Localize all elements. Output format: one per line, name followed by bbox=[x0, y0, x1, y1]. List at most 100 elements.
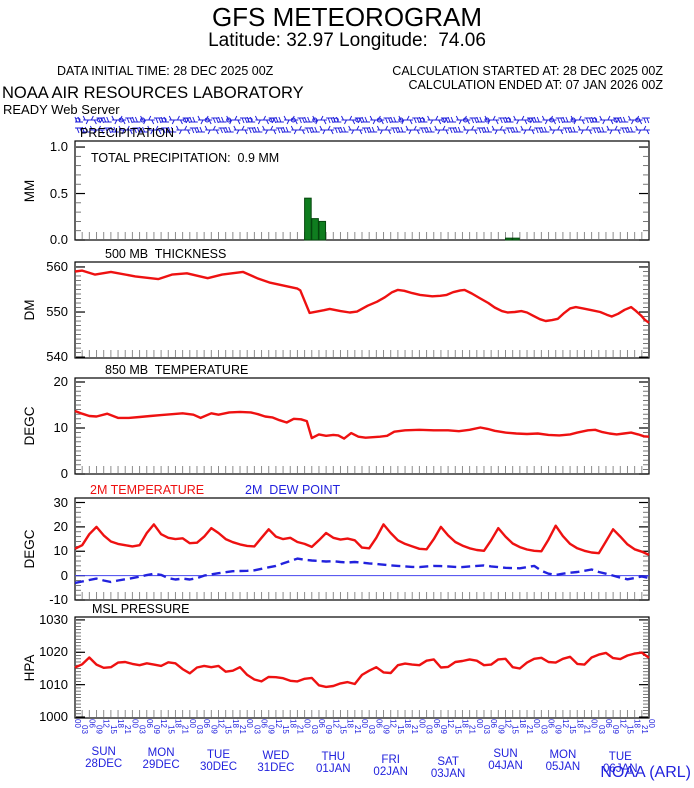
ytick-label-thickness500: 540 bbox=[46, 349, 68, 365]
y-axis-unit-temp850: DEGC bbox=[22, 406, 37, 446]
svg-text:21: 21 bbox=[123, 725, 132, 734]
svg-text:12: 12 bbox=[504, 719, 513, 728]
svg-text:09: 09 bbox=[611, 725, 620, 734]
svg-text:00: 00 bbox=[130, 719, 139, 728]
y-axis-unit-mslp: HPA bbox=[22, 654, 37, 681]
day-label: SUN 28DEC bbox=[85, 746, 122, 770]
svg-text:18: 18 bbox=[116, 719, 125, 728]
panel-frame bbox=[74, 140, 650, 241]
legend-2m-dew-point: 2M DEW POINT bbox=[245, 483, 341, 497]
hour-labels: 0003060912151821000306091215182100030609… bbox=[73, 719, 656, 734]
panel-temp850 bbox=[74, 377, 650, 475]
day-label: FRI 02JAN bbox=[373, 754, 408, 778]
svg-text:06: 06 bbox=[260, 719, 269, 728]
svg-text:18: 18 bbox=[518, 719, 527, 728]
precip-bar bbox=[311, 218, 319, 241]
svg-text:12: 12 bbox=[102, 719, 111, 728]
y-axis-unit-thickness500: DM bbox=[22, 299, 37, 321]
series-temp_2m_degc bbox=[74, 523, 650, 556]
svg-text:09: 09 bbox=[496, 725, 505, 734]
svg-text:09: 09 bbox=[554, 725, 563, 734]
svg-text:12: 12 bbox=[389, 719, 398, 728]
panel-title-temp850: 850 MB TEMPERATURE bbox=[105, 363, 249, 377]
series-msl_pressure_hpa bbox=[74, 651, 650, 689]
svg-text:15: 15 bbox=[511, 725, 520, 734]
svg-text:00: 00 bbox=[73, 719, 82, 728]
svg-text:00: 00 bbox=[245, 719, 254, 728]
panel-frame bbox=[74, 261, 650, 359]
svg-text:12: 12 bbox=[217, 719, 226, 728]
ready-web-server: READY Web Server bbox=[3, 102, 120, 117]
precip-bar bbox=[318, 220, 327, 241]
panel-thickness500 bbox=[74, 261, 650, 359]
svg-text:18: 18 bbox=[575, 719, 584, 728]
panel-mslp bbox=[74, 616, 650, 719]
wind-barb-strip bbox=[74, 115, 650, 135]
svg-text:06: 06 bbox=[547, 719, 556, 728]
noaa-arl-credit: NOAA (ARL) bbox=[600, 764, 691, 781]
svg-text:21: 21 bbox=[353, 725, 362, 734]
svg-text:15: 15 bbox=[568, 725, 577, 734]
svg-text:03: 03 bbox=[482, 725, 491, 734]
svg-text:03: 03 bbox=[310, 725, 319, 734]
svg-text:15: 15 bbox=[166, 725, 175, 734]
svg-text:06: 06 bbox=[145, 719, 154, 728]
panel-frame bbox=[74, 497, 650, 601]
ytick-label-thickness500: 550 bbox=[46, 304, 68, 320]
svg-text:18: 18 bbox=[173, 719, 182, 728]
ytick-label-temp850: 10 bbox=[53, 420, 68, 435]
svg-text:21: 21 bbox=[640, 725, 649, 734]
ytick-label-mslp: 1000 bbox=[39, 709, 68, 725]
svg-text:18: 18 bbox=[346, 719, 355, 728]
svg-text:03: 03 bbox=[138, 725, 147, 734]
ytick-label-temp2m: -10 bbox=[49, 592, 68, 607]
ytick-label-thickness500: 560 bbox=[46, 258, 68, 274]
day-label: MON 29DEC bbox=[143, 747, 180, 771]
svg-text:06: 06 bbox=[87, 719, 96, 728]
svg-text:12: 12 bbox=[331, 719, 340, 728]
svg-text:00: 00 bbox=[590, 719, 599, 728]
svg-text:21: 21 bbox=[582, 725, 591, 734]
series-500mb_thickness_dm bbox=[74, 269, 650, 324]
svg-text:00: 00 bbox=[303, 719, 312, 728]
day-label: TUE 30DEC bbox=[200, 749, 237, 773]
panel-title-thickness500: 500 MB THICKNESS bbox=[105, 247, 227, 261]
svg-text:18: 18 bbox=[288, 719, 297, 728]
page-title: GFS METEOROGRAM bbox=[211, 2, 483, 32]
svg-text:09: 09 bbox=[267, 725, 276, 734]
svg-text:00: 00 bbox=[417, 719, 426, 728]
ytick-label-mslp: 1030 bbox=[39, 611, 68, 627]
precip-bar bbox=[304, 197, 312, 241]
panel-title-precip: PRECIPITATION bbox=[80, 126, 174, 140]
svg-text:18: 18 bbox=[403, 719, 412, 728]
svg-text:15: 15 bbox=[338, 725, 347, 734]
svg-text:06: 06 bbox=[489, 719, 498, 728]
svg-text:21: 21 bbox=[295, 725, 304, 734]
series-temp_850mb_degc bbox=[74, 409, 650, 440]
svg-text:15: 15 bbox=[109, 725, 118, 734]
svg-text:03: 03 bbox=[252, 725, 261, 734]
svg-text:15: 15 bbox=[281, 725, 290, 734]
svg-text:09: 09 bbox=[95, 725, 104, 734]
panel-precip bbox=[74, 140, 650, 241]
y-axis-unit-temp2m: DEGC bbox=[22, 529, 37, 569]
svg-text:15: 15 bbox=[224, 725, 233, 734]
svg-text:21: 21 bbox=[238, 725, 247, 734]
ytick-label-mslp: 1020 bbox=[39, 644, 68, 660]
ytick-label-temp2m: 20 bbox=[53, 518, 68, 534]
svg-text:09: 09 bbox=[439, 725, 448, 734]
day-label: MON 05JAN bbox=[546, 749, 581, 773]
svg-text:06: 06 bbox=[202, 719, 211, 728]
svg-text:03: 03 bbox=[597, 725, 606, 734]
svg-text:09: 09 bbox=[324, 725, 333, 734]
ytick-label-temp850: 20 bbox=[53, 374, 68, 389]
svg-text:00: 00 bbox=[532, 719, 541, 728]
svg-text:06: 06 bbox=[432, 719, 441, 728]
precip-bar bbox=[512, 237, 520, 241]
svg-text:00: 00 bbox=[188, 719, 197, 728]
svg-text:18: 18 bbox=[633, 719, 642, 728]
svg-text:06: 06 bbox=[374, 719, 383, 728]
svg-text:12: 12 bbox=[446, 719, 455, 728]
svg-text:21: 21 bbox=[468, 725, 477, 734]
